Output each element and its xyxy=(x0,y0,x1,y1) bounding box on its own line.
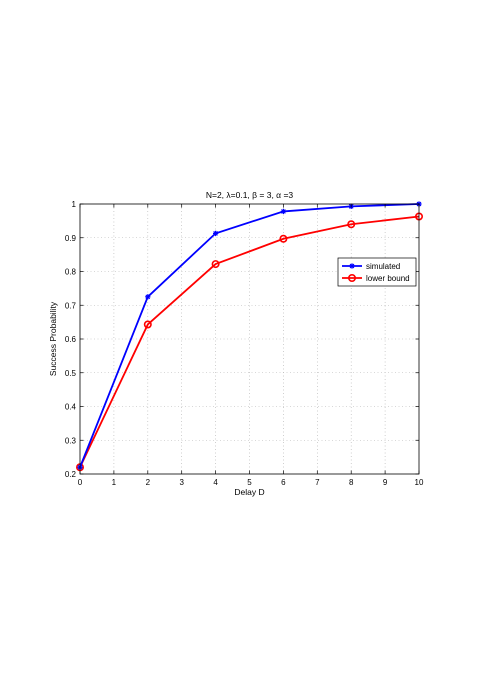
series-1-point xyxy=(279,234,288,243)
x-tick-label: 8 xyxy=(349,478,354,487)
y-axis-label: Success Probability xyxy=(48,301,58,376)
x-tick-label: 1 xyxy=(112,478,117,487)
legend-entry-1: lower bound xyxy=(342,273,410,283)
x-axis-label: Delay D xyxy=(234,487,264,497)
y-tick-label: 1 xyxy=(72,200,77,209)
y-tick-label: 0.6 xyxy=(65,335,77,344)
y-tick-label: 0.9 xyxy=(65,234,77,243)
x-tick-label: 10 xyxy=(415,478,424,487)
x-tick-label: 2 xyxy=(146,478,151,487)
y-tick-label: 0.7 xyxy=(65,301,77,310)
grid-lines xyxy=(80,204,419,474)
series-layer xyxy=(76,201,423,472)
series-1-point xyxy=(347,220,356,229)
x-tick-label: 0 xyxy=(78,478,83,487)
legend-entry-0: simulated xyxy=(342,262,400,271)
x-tick-label: 5 xyxy=(247,478,252,487)
plot-area: 0 1 2 3 4 5 6 7 8 9 10 0.2 0.3 0.4 0.5 0.6 0.7 0.8 0.9 1 xyxy=(65,200,424,487)
series-1-point xyxy=(211,260,220,269)
series-0-point-d2 xyxy=(145,294,151,300)
legend-marker-1 xyxy=(347,273,356,282)
legend: simulated lower bound xyxy=(337,257,417,287)
series-0-point xyxy=(280,208,286,215)
series-line-1 xyxy=(79,215,420,468)
x-tick-label: 4 xyxy=(213,478,218,487)
x-tick-label: 3 xyxy=(179,478,184,487)
series-0-point-d2 xyxy=(281,209,286,214)
y-tick-label: 0.4 xyxy=(65,403,77,412)
chart-title: N=2, λ=0.1, β = 3, α =3 xyxy=(206,190,294,200)
legend-label-1: lower bound xyxy=(366,274,410,283)
x-tick-label: 9 xyxy=(383,478,388,487)
series-line-0 xyxy=(79,203,420,468)
y-tick-label: 0.3 xyxy=(65,436,77,445)
legend-marker-0 xyxy=(349,263,355,269)
series-0-point-d2 xyxy=(213,231,218,236)
x-tick-label: 6 xyxy=(281,478,286,487)
y-tick-label: 0.5 xyxy=(65,369,77,378)
series-0-point xyxy=(213,230,219,236)
axis-ticks: 0 1 2 3 4 5 6 7 8 9 10 0.2 0.3 0.4 0.5 0.6 0.7 0.8 0.9 1 xyxy=(65,200,424,487)
legend-marker-0-d2 xyxy=(349,263,355,269)
legend-label-0: simulated xyxy=(366,262,400,271)
y-tick-label: 0.8 xyxy=(65,268,77,277)
x-tick-label: 7 xyxy=(315,478,320,487)
series-0-point xyxy=(145,294,151,300)
y-tick-label: 0.2 xyxy=(65,470,77,479)
series-1-point xyxy=(143,320,152,329)
